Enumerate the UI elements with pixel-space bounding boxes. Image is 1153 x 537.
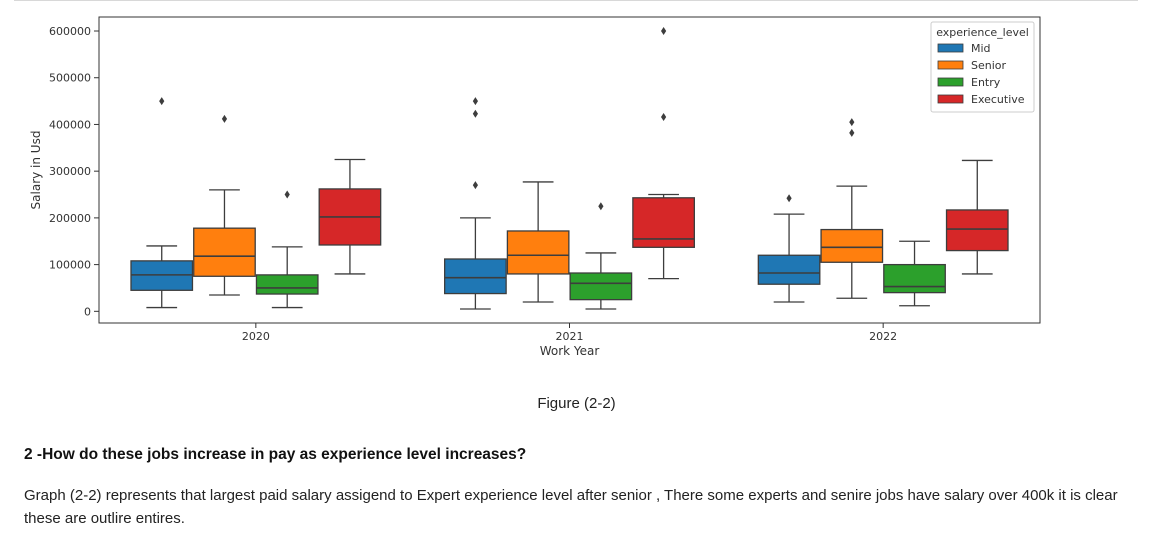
box-senior-2020 bbox=[193, 114, 256, 296]
box-body bbox=[883, 263, 946, 294]
box-body bbox=[632, 197, 695, 248]
legend-swatch-mid bbox=[937, 43, 964, 53]
outlier-point bbox=[786, 194, 792, 203]
box-body bbox=[506, 230, 570, 275]
box-entry-2022 bbox=[883, 240, 946, 307]
boxplot-chart: 0 100000 200000 300000 400000 500000 600000 202… bbox=[29, 16, 1041, 358]
x-axis-label: Work Year bbox=[540, 344, 600, 358]
box-executive-2022 bbox=[945, 159, 1009, 275]
legend-swatch-executive bbox=[937, 94, 964, 104]
y-tick-label: 200000 bbox=[49, 212, 91, 225]
box-senior-2022 bbox=[820, 118, 884, 299]
legend-label-senior: Senior bbox=[971, 59, 1007, 72]
outlier-point bbox=[849, 118, 855, 127]
y-tick-label: 500000 bbox=[49, 72, 91, 85]
box-body bbox=[444, 258, 507, 295]
legend: experience_level Mid Senior Entry Executive bbox=[930, 21, 1035, 113]
outlier-point bbox=[221, 114, 228, 123]
outlier-point bbox=[661, 27, 667, 36]
box-mid-2022 bbox=[757, 194, 821, 303]
x-tick-label: 2020 bbox=[242, 330, 270, 343]
y-tick-label: 0 bbox=[84, 305, 91, 318]
outlier-point bbox=[472, 181, 478, 190]
x-tick-label: 2022 bbox=[869, 330, 897, 343]
question-heading: 2 -How do these jobs increase in pay as … bbox=[24, 446, 527, 463]
legend-title: experience_level bbox=[936, 26, 1029, 39]
outlier-point bbox=[849, 128, 855, 137]
box-entry-2020 bbox=[255, 190, 319, 309]
box-body bbox=[945, 209, 1009, 252]
legend-swatch-senior bbox=[937, 60, 964, 70]
outlier-point bbox=[284, 190, 290, 199]
legend-label-entry: Entry bbox=[971, 76, 1001, 89]
top-divider bbox=[14, 0, 1138, 1]
box-executive-2020 bbox=[318, 158, 382, 275]
outlier-point bbox=[472, 109, 478, 118]
y-tick-label: 100000 bbox=[49, 259, 91, 272]
box-body bbox=[569, 272, 633, 301]
y-tick-label: 600000 bbox=[49, 25, 91, 38]
box-executive-2021 bbox=[632, 27, 695, 280]
x-tick-label: 2021 bbox=[556, 330, 584, 343]
outlier-point bbox=[159, 97, 165, 106]
legend-label-mid: Mid bbox=[971, 42, 991, 55]
box-senior-2021 bbox=[506, 181, 570, 303]
outlier-point bbox=[598, 202, 604, 211]
outlier-point bbox=[472, 97, 478, 106]
figure-caption: Figure (2-2) bbox=[537, 395, 616, 412]
box-body bbox=[757, 254, 821, 285]
body-paragraph: Graph (2-2) represents that largest paid… bbox=[24, 487, 1118, 527]
box-body bbox=[820, 228, 884, 263]
box-mid-2020 bbox=[130, 97, 194, 309]
y-axis-label: Salary in Usd bbox=[29, 131, 43, 210]
y-tick-label: 300000 bbox=[49, 165, 91, 178]
box-body bbox=[193, 227, 256, 277]
box-entry-2021 bbox=[569, 202, 633, 310]
y-tick-label: 400000 bbox=[49, 118, 91, 131]
box-body bbox=[255, 274, 319, 295]
legend-swatch-entry bbox=[937, 77, 964, 87]
outlier-point bbox=[661, 112, 667, 121]
legend-label-executive: Executive bbox=[971, 93, 1025, 106]
box-mid-2021 bbox=[444, 97, 507, 310]
